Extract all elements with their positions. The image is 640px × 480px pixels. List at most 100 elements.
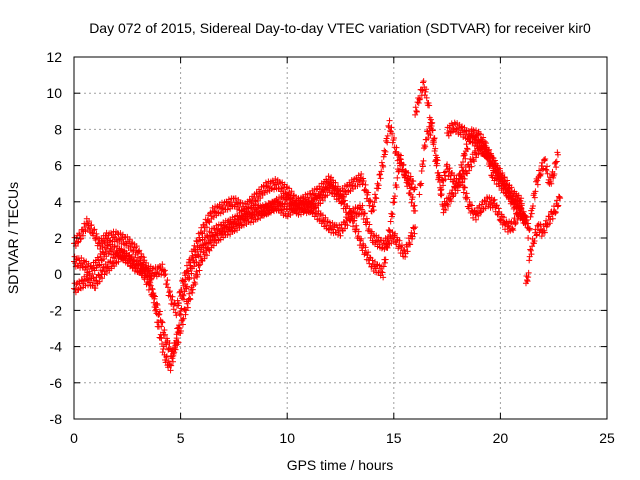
data-point [197, 253, 204, 260]
data-point [133, 257, 140, 264]
data-point [457, 170, 464, 177]
data-point [407, 173, 414, 180]
data-point [463, 195, 470, 202]
data-point [93, 230, 100, 237]
data-point [386, 117, 393, 124]
data-point [461, 152, 468, 159]
y-tick-label: 10 [46, 85, 62, 101]
data-point [159, 319, 166, 326]
data-point [192, 281, 199, 288]
data-point [375, 234, 382, 241]
data-point [284, 213, 291, 220]
x-tick-label: 25 [599, 430, 615, 446]
data-point [300, 195, 307, 202]
data-point [95, 262, 102, 269]
data-point [381, 151, 388, 158]
data-point [540, 156, 547, 163]
data-point [329, 184, 336, 191]
data-point [383, 241, 390, 248]
data-point [502, 226, 509, 233]
data-point [304, 203, 311, 210]
data-point [92, 236, 99, 243]
data-point [458, 164, 465, 171]
data-point [459, 158, 466, 165]
data-point [445, 203, 452, 210]
data-point [429, 119, 436, 126]
data-point [526, 225, 533, 232]
data-point [190, 254, 197, 261]
data-point [329, 226, 336, 233]
series-track-9 [522, 193, 564, 287]
data-point [186, 290, 193, 297]
data-point [220, 227, 227, 234]
data-point [510, 227, 517, 234]
data-point [340, 193, 347, 200]
data-point [176, 322, 183, 329]
data-point [555, 202, 562, 209]
data-point [88, 221, 95, 228]
data-point [173, 335, 180, 342]
data-point [388, 124, 395, 131]
data-point [184, 267, 191, 274]
data-point [271, 208, 278, 215]
data-point [526, 226, 533, 233]
y-axis-label: SDTVAR / TECUs [5, 182, 21, 294]
data-point [357, 237, 364, 244]
data-point [165, 284, 172, 291]
data-point [556, 194, 563, 201]
data-point [553, 158, 560, 165]
data-point [389, 139, 396, 146]
data-point [224, 232, 231, 239]
data-point [551, 170, 558, 177]
data-point [455, 182, 462, 189]
data-point [272, 197, 279, 204]
data-point [376, 262, 383, 269]
data-point [250, 212, 257, 219]
data-point [207, 238, 214, 245]
data-point [328, 174, 335, 181]
data-point [128, 253, 135, 260]
data-point [416, 181, 423, 188]
data-point [125, 252, 132, 259]
data-point [453, 177, 460, 184]
data-point [491, 157, 498, 164]
data-point [367, 198, 374, 205]
data-point [264, 188, 271, 195]
data-point [90, 227, 97, 234]
data-point [266, 184, 273, 191]
data-point [389, 130, 396, 137]
data-point [162, 271, 169, 278]
data-point [201, 255, 208, 262]
data-point [198, 257, 205, 264]
data-point [224, 206, 231, 213]
data-point [431, 135, 438, 142]
data-point [465, 127, 472, 134]
data-point [368, 228, 375, 235]
data-point [288, 188, 295, 195]
data-point [344, 222, 351, 229]
data-point [178, 327, 185, 334]
data-point [493, 202, 500, 209]
data-point [183, 283, 190, 290]
data-point [552, 209, 559, 216]
data-point [463, 190, 470, 197]
data-point [351, 209, 358, 216]
data-point [418, 167, 425, 174]
data-point [196, 234, 203, 241]
data-point [422, 88, 429, 95]
data-point [355, 228, 362, 235]
data-point [387, 218, 394, 225]
data-point [187, 262, 194, 269]
data-point [520, 208, 527, 215]
data-point [521, 219, 528, 226]
data-point [537, 221, 544, 228]
data-point [375, 185, 382, 192]
data-point [475, 212, 482, 219]
data-point [423, 94, 430, 101]
data-point [165, 345, 172, 352]
data-point [348, 209, 355, 216]
data-point [163, 353, 170, 360]
data-point [357, 174, 364, 181]
data-point [434, 154, 441, 161]
data-point [231, 228, 238, 235]
